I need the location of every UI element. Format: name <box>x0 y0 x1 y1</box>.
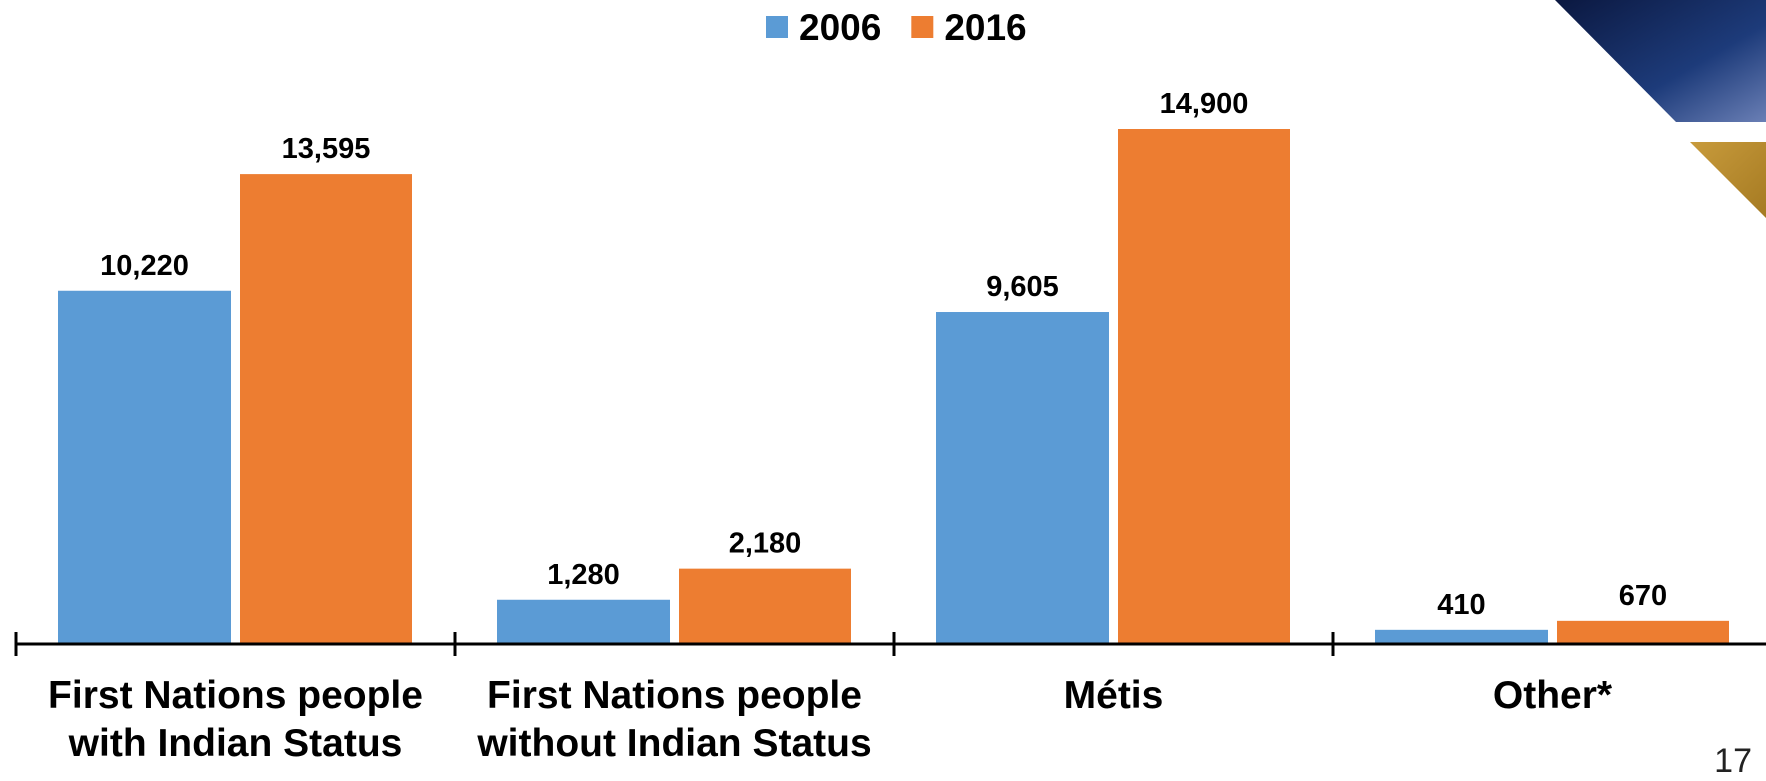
bar <box>679 568 851 644</box>
x-tick-label: First Nations people without Indian Stat… <box>477 674 872 765</box>
bar <box>936 312 1109 644</box>
legend-label: 2016 <box>944 7 1026 48</box>
data-label: 2,180 <box>729 528 802 560</box>
page: 10,220 13,595 1,280 2,180 9,605 14,900 410 670 2… <box>14 0 1766 780</box>
decoration <box>1690 142 1766 218</box>
data-label: 9,605 <box>986 271 1059 303</box>
legend-swatch <box>766 16 788 38</box>
data-label: 670 <box>1619 580 1667 612</box>
data-label: 1,280 <box>547 559 620 591</box>
decoration <box>1555 0 1766 122</box>
x-tick-label: First Nations people with Indian Status <box>48 674 423 765</box>
chart: 10,220 13,595 1,280 2,180 9,605 14,900 410 670 2… <box>14 0 1766 656</box>
bar <box>240 174 412 644</box>
legend-label: 2006 <box>799 7 881 48</box>
data-label: 14,900 <box>1160 88 1249 120</box>
bar <box>497 599 670 644</box>
legend-swatch <box>911 16 934 38</box>
x-tick-label: Other* <box>1492 674 1613 717</box>
data-label: 410 <box>1437 589 1485 621</box>
data-label: 10,220 <box>100 250 189 282</box>
data-label: 13,595 <box>282 133 371 165</box>
page-number: 17 <box>1714 742 1752 780</box>
bar <box>1375 629 1548 644</box>
bar <box>58 290 231 644</box>
x-tick-label: Métis <box>1063 674 1164 717</box>
bar <box>1118 129 1290 644</box>
bar <box>1557 620 1729 644</box>
